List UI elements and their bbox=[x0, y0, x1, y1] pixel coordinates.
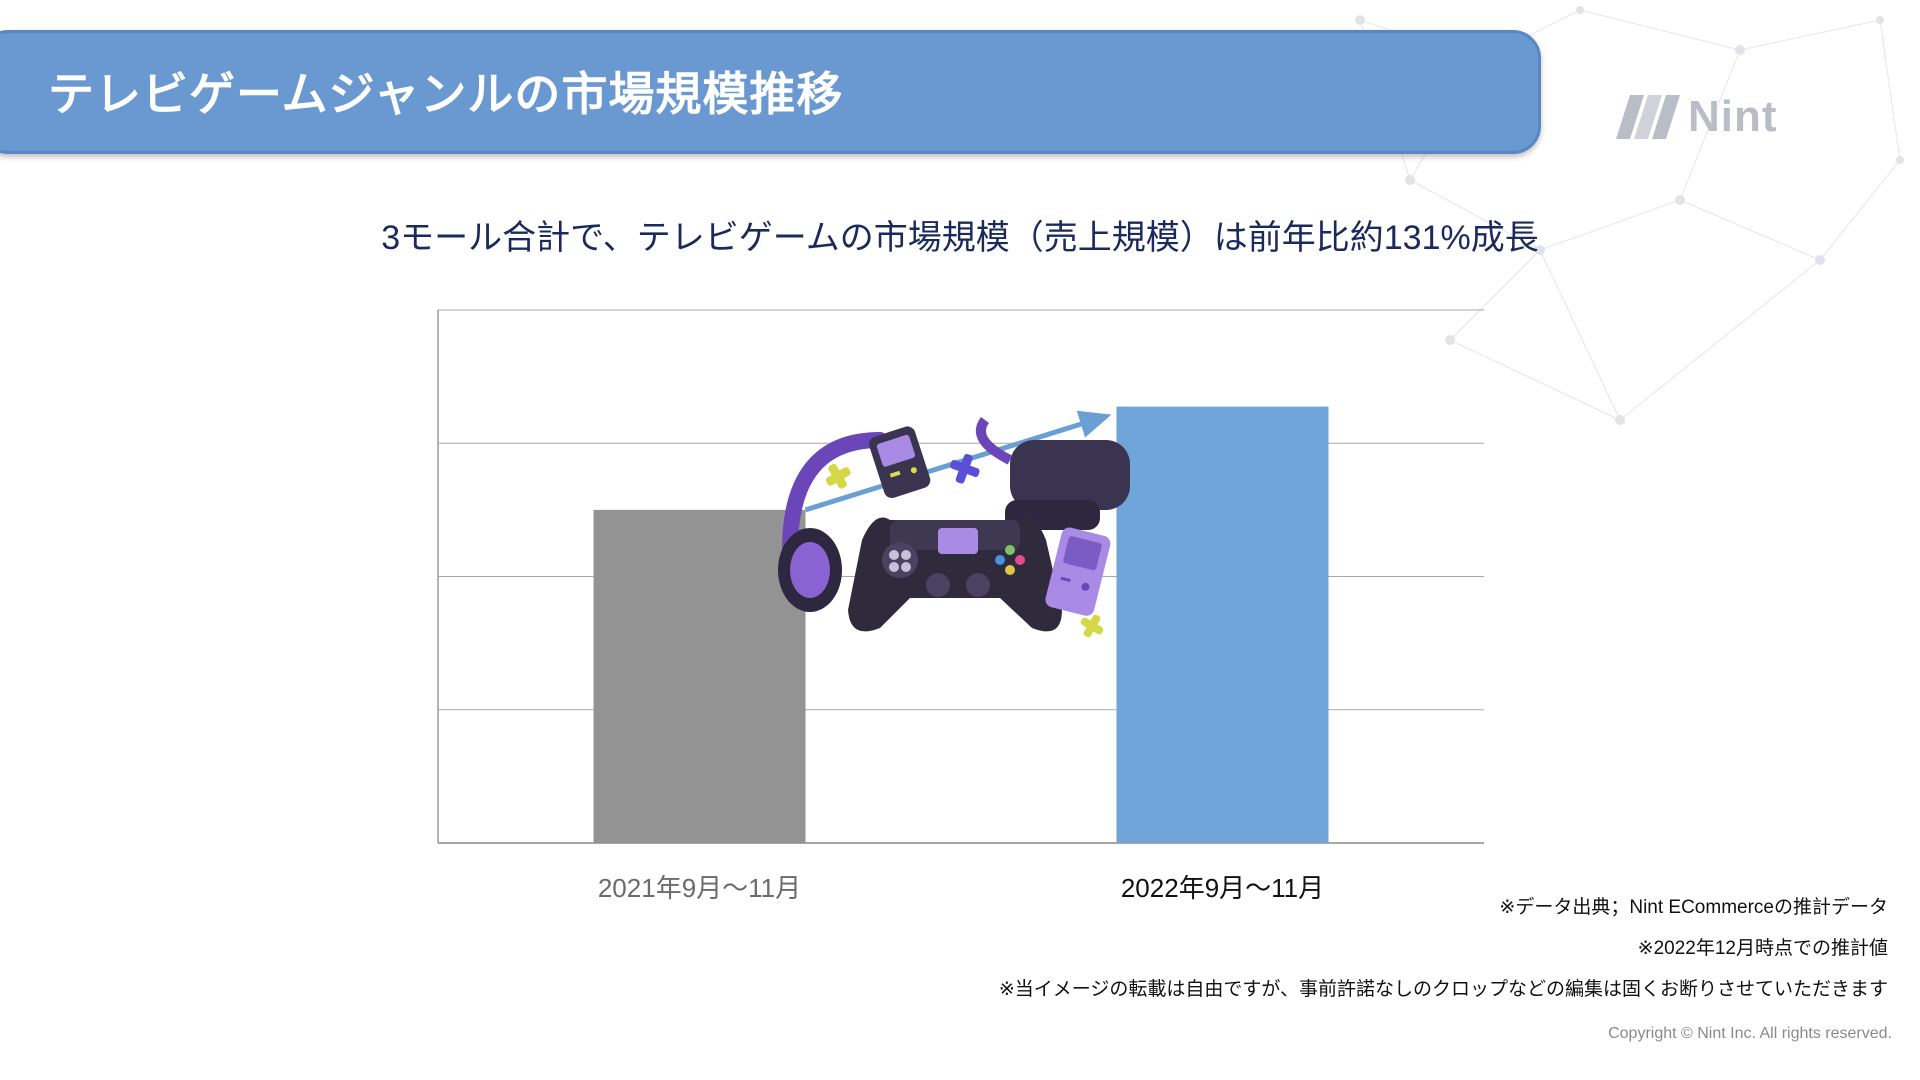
nint-logo-icon bbox=[1616, 95, 1680, 139]
x-tick-label-2: 2022年9月〜11月 bbox=[1120, 873, 1325, 903]
chart-subtitle: 3モール合計で、テレビゲームの市場規模（売上規模）は前年比約131%成長 bbox=[381, 219, 1539, 257]
nint-logo: Nint bbox=[1616, 92, 1778, 142]
growth-arrow-line bbox=[804, 421, 1082, 513]
header-banner bbox=[0, 30, 1541, 154]
page-title: テレビゲームジャンルの市場規模推移 bbox=[48, 68, 844, 120]
logo-text: Nint bbox=[1688, 92, 1778, 141]
bar-2 bbox=[1116, 406, 1329, 843]
note-estimate-date: ※2022年12月時点での推計値 bbox=[1637, 938, 1888, 959]
x-tick-label-1: 2021年9月〜11月 bbox=[597, 873, 802, 903]
note-reuse-policy: ※当イメージの転載は自由ですが、事前許諾なしのクロップなどの編集は固くお断りさせ… bbox=[998, 979, 1888, 1000]
note-data-source: ※データ出典；Nint ECommerceの推計データ bbox=[1499, 897, 1888, 918]
copyright-text: Copyright © Nint Inc. All rights reserve… bbox=[1608, 1025, 1892, 1042]
bar-1 bbox=[593, 509, 806, 843]
growth-arrow-head bbox=[1076, 410, 1112, 438]
game-controller-illustration-icon bbox=[778, 417, 1130, 638]
